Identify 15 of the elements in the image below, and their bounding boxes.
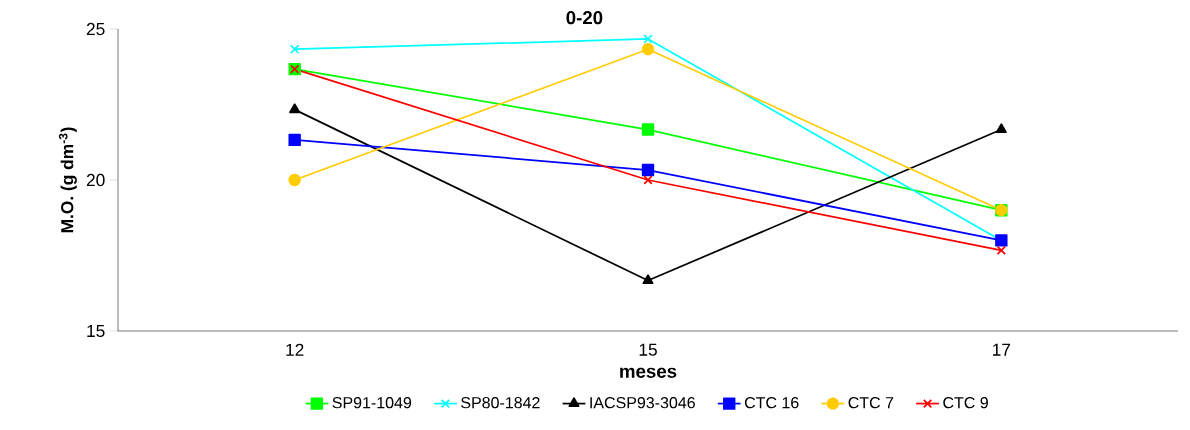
legend-label: CTC 7 xyxy=(848,397,894,409)
y-tick-label: 25 xyxy=(86,22,105,36)
legend-label: SP91-1049 xyxy=(332,397,412,409)
x-tick-label: 15 xyxy=(639,343,657,356)
legend-label: CTC 9 xyxy=(943,397,988,409)
x-tick-label: 17 xyxy=(993,343,1011,356)
legend-label: IACSP93-3046 xyxy=(590,397,695,409)
y-tick-label: 15 xyxy=(87,324,105,338)
legend-label: SP80-1842 xyxy=(461,397,540,409)
legend-label: CTC 16 xyxy=(744,397,799,409)
x-tick-label: 12 xyxy=(286,343,304,356)
y-axis-title: M.O. (g dm$^{-3}$) xyxy=(58,127,77,233)
chart-title: 0-20 xyxy=(566,11,603,25)
y-tick-label: 20 xyxy=(86,173,105,187)
x-axis-title: meses xyxy=(620,367,677,378)
